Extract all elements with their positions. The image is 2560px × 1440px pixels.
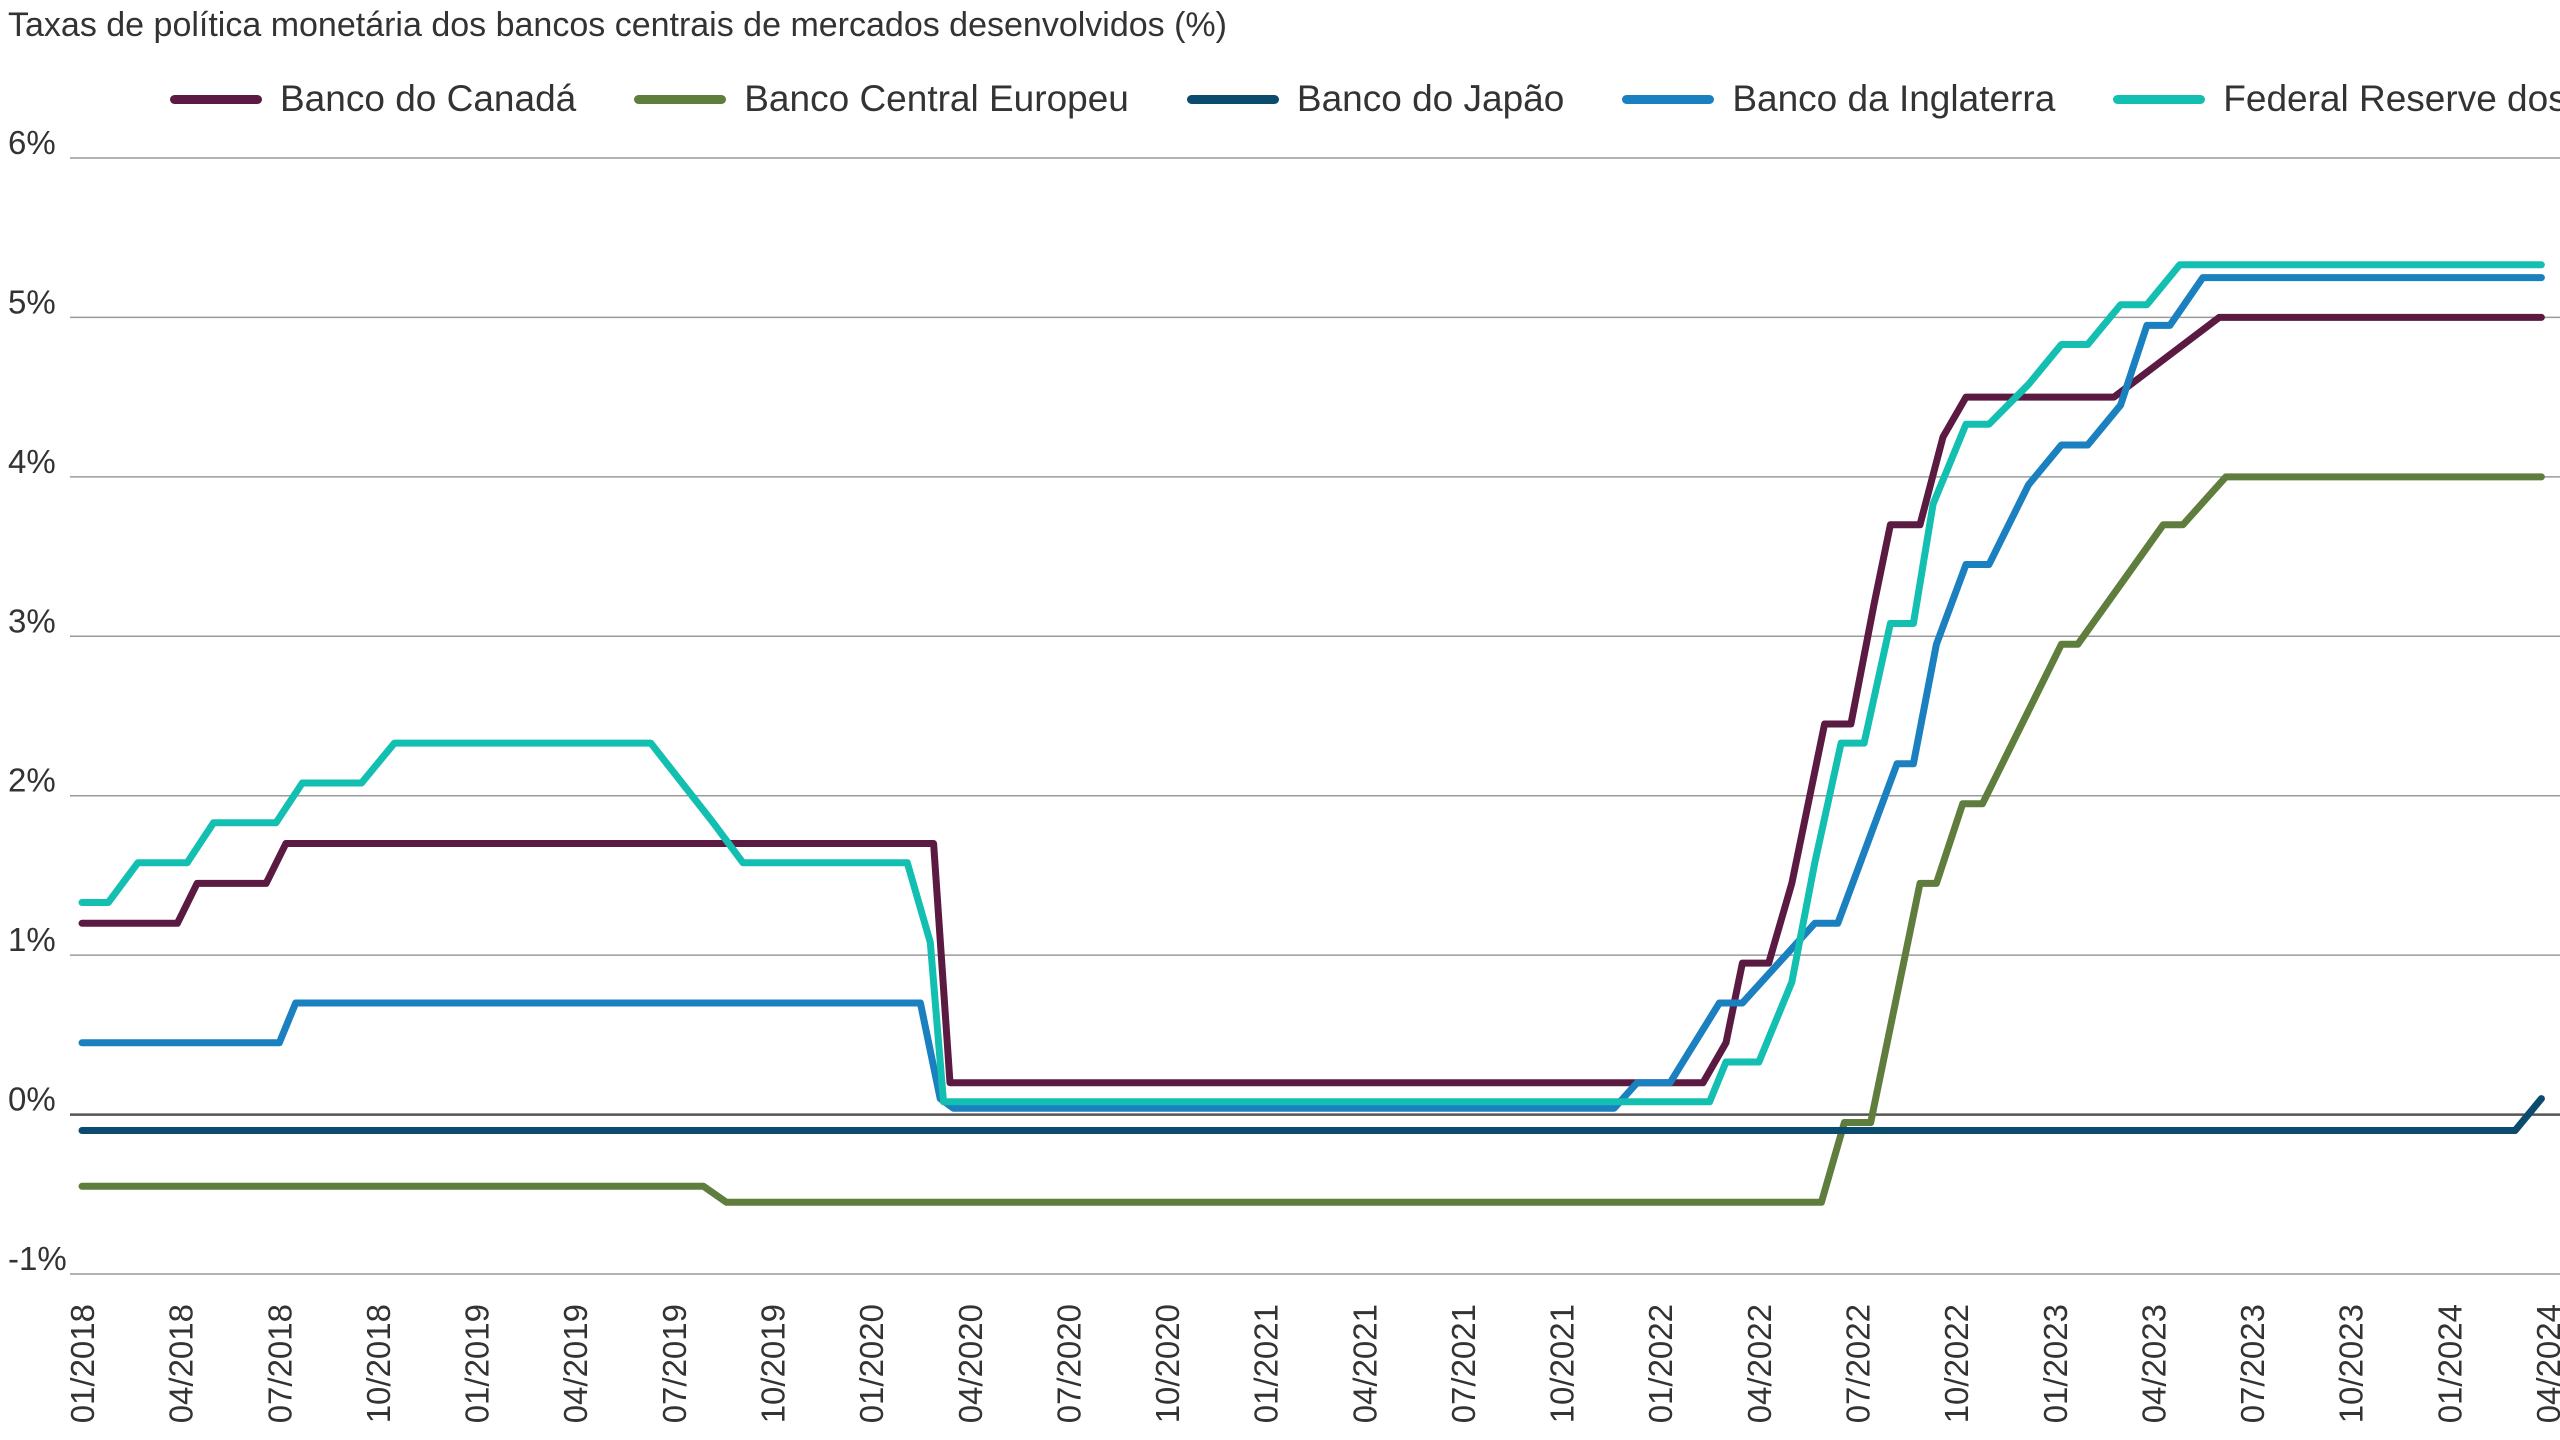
x-tick-label: 04/2018 bbox=[163, 1304, 200, 1423]
legend-swatch bbox=[1622, 94, 1715, 104]
legend-label: Banco do Japão bbox=[1296, 78, 1565, 119]
series-line bbox=[78, 1095, 2545, 1134]
y-tick-label: -1% bbox=[8, 1240, 67, 1277]
legend-swatch bbox=[634, 94, 727, 104]
x-tick-label: 01/2022 bbox=[1642, 1304, 1679, 1423]
y-tick-label: 0% bbox=[8, 1081, 56, 1118]
x-tick-label: 04/2020 bbox=[952, 1304, 989, 1423]
x-tick-label: 07/2021 bbox=[1445, 1304, 1482, 1423]
x-tick-label: 07/2022 bbox=[1840, 1304, 1877, 1423]
series-line bbox=[78, 473, 2545, 1206]
y-tick-label: 6% bbox=[8, 124, 56, 161]
y-tick-label: 5% bbox=[8, 283, 56, 320]
x-tick-label: 10/2023 bbox=[2333, 1304, 2370, 1423]
legend-swatch bbox=[1186, 94, 1279, 104]
legend-item: Banco Central Europeu bbox=[634, 78, 1129, 120]
x-tick-label: 01/2023 bbox=[2037, 1304, 2074, 1423]
legend-label: Federal Reserve dos EUA bbox=[2223, 78, 2560, 119]
x-tick-label: 01/2020 bbox=[853, 1304, 890, 1423]
x-tick-label: 04/2021 bbox=[1346, 1304, 1383, 1423]
y-tick-label: 3% bbox=[8, 602, 56, 639]
y-tick-label: 1% bbox=[8, 921, 56, 958]
x-tick-label: 01/2019 bbox=[459, 1304, 496, 1423]
legend-swatch bbox=[2113, 94, 2206, 104]
legend-item: Federal Reserve dos EUA bbox=[2113, 78, 2560, 120]
legend-item: Banco da Inglaterra bbox=[1622, 78, 2055, 120]
y-tick-label: 2% bbox=[8, 762, 56, 799]
series-line bbox=[78, 274, 2545, 1112]
x-tick-label: 07/2019 bbox=[656, 1304, 693, 1423]
legend-label: Banco da Inglaterra bbox=[1732, 78, 2056, 119]
x-tick-label: 01/2018 bbox=[64, 1304, 101, 1423]
series-line bbox=[78, 313, 2545, 1087]
x-tick-label: 01/2021 bbox=[1248, 1304, 1285, 1423]
x-tick-label: 04/2024 bbox=[2530, 1304, 2560, 1423]
x-tick-label: 10/2022 bbox=[1938, 1304, 1975, 1423]
legend-item: Banco do Japão bbox=[1186, 78, 1565, 120]
x-tick-label: 10/2019 bbox=[754, 1304, 791, 1423]
x-tick-label: 04/2022 bbox=[1741, 1304, 1778, 1423]
y-tick-label: 4% bbox=[8, 443, 56, 480]
x-tick-label: 07/2018 bbox=[261, 1304, 298, 1423]
series-line bbox=[78, 261, 2545, 1106]
chart-title: Taxas de política monetária dos bancos c… bbox=[8, 6, 1227, 44]
x-tick-label: 07/2023 bbox=[2234, 1304, 2271, 1423]
legend-label: Banco Central Europeu bbox=[744, 78, 1129, 119]
chart-legend: Banco do Canadá Banco Central Europeu Banc… bbox=[170, 78, 2560, 120]
x-tick-label: 01/2024 bbox=[2431, 1304, 2468, 1423]
legend-item: Banco do Canadá bbox=[170, 78, 576, 120]
x-tick-label: 04/2019 bbox=[557, 1304, 594, 1423]
legend-label: Banco do Canadá bbox=[280, 78, 577, 119]
x-tick-label: 10/2018 bbox=[360, 1304, 397, 1423]
x-tick-label: 10/2021 bbox=[1544, 1304, 1581, 1423]
legend-swatch bbox=[170, 94, 262, 104]
x-tick-label: 10/2020 bbox=[1149, 1304, 1186, 1423]
x-tick-label: 04/2023 bbox=[2135, 1304, 2172, 1423]
x-tick-label: 07/2020 bbox=[1050, 1304, 1087, 1423]
